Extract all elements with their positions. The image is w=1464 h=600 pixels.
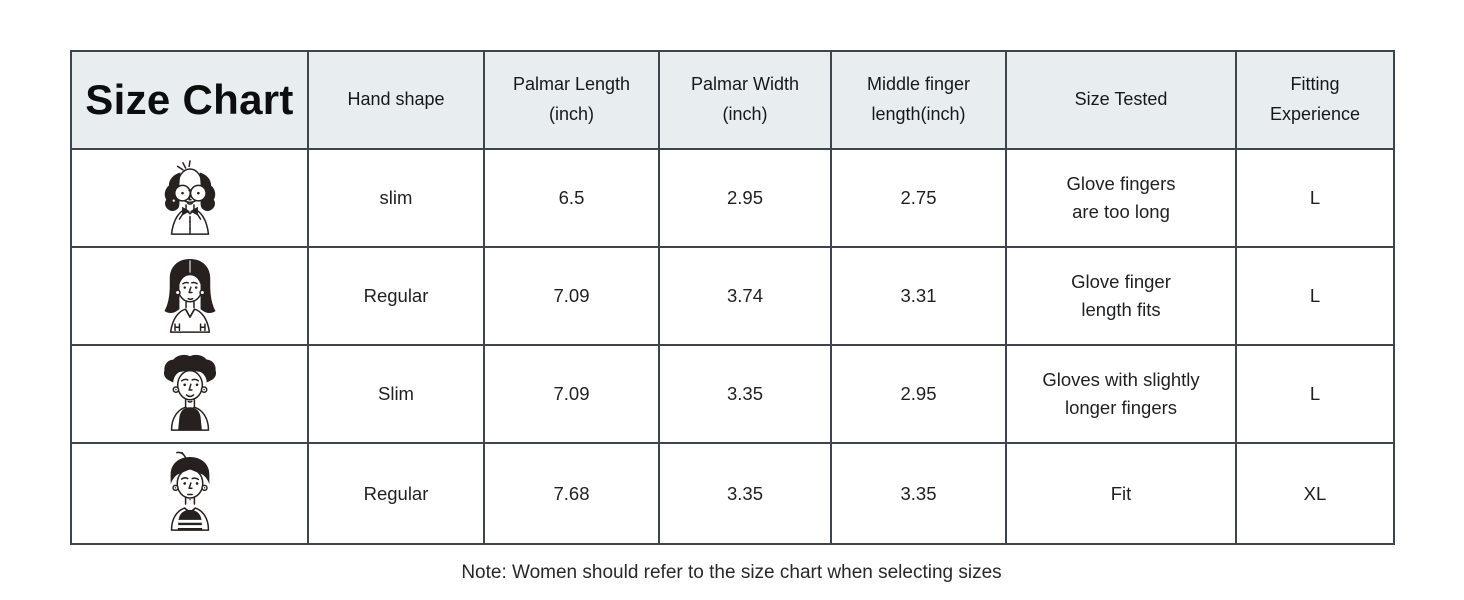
column-header-label: Middle finger length(inch) [866, 74, 971, 124]
cell-value: 7.68 [553, 482, 590, 504]
table-row: Regular 7.09 3.74 3.31 Glove finger leng… [70, 246, 1395, 346]
cell-value: 7.09 [553, 285, 590, 307]
palmar-length-cell: 6.5 [483, 148, 660, 248]
cell-value: 7.09 [553, 383, 590, 405]
middle-finger-length-cell: 3.31 [830, 246, 1007, 346]
table-header: Size Chart Hand shape Palmar Length (inc… [70, 50, 1395, 150]
column-header-size-tested: Size Tested [1005, 50, 1237, 150]
cell-value: Slim [378, 383, 414, 405]
table-header-row: Size Chart Hand shape Palmar Length (inc… [70, 50, 1395, 150]
cell-value: 3.35 [726, 383, 763, 405]
cell-value: slim [379, 187, 413, 209]
middle-finger-length-cell: 2.75 [830, 148, 1007, 248]
cell-value: Glove finger length fits [1071, 271, 1171, 320]
size-tested-cell: Fit [1005, 442, 1237, 545]
cell-value: Glove fingers are too long [1066, 173, 1176, 222]
avatar-cell [70, 246, 309, 346]
palmar-length-cell: 7.09 [483, 344, 660, 444]
column-header-hand-shape: Hand shape [307, 50, 485, 150]
cell-value: 3.31 [900, 285, 937, 307]
palmar-width-cell: 3.35 [658, 344, 832, 444]
cell-value: Gloves with slightly longer fingers [1042, 369, 1200, 418]
man-in-striped-shirt-icon [170, 451, 209, 531]
cell-value: 3.74 [726, 285, 763, 307]
size-tested-cell: Gloves with slightly longer fingers [1005, 344, 1237, 444]
avatar-cell [70, 442, 309, 545]
woman-with-bob-hair-icon [163, 259, 216, 333]
palmar-length-cell: 7.09 [483, 246, 660, 346]
palmar-width-cell: 3.35 [658, 442, 832, 545]
avatar-cell [70, 344, 309, 444]
cell-value: Regular [363, 482, 429, 504]
size-chart-table: Size Chart Hand shape Palmar Length (inc… [70, 50, 1395, 545]
size-chart-title-label: Size Chart [85, 76, 294, 124]
cell-value: 3.35 [900, 482, 937, 504]
size-chart-title: Size Chart [70, 50, 309, 150]
column-header-label: Palmar Length (inch) [512, 74, 631, 124]
size-tested-cell: Glove fingers are too long [1005, 148, 1237, 248]
column-header-palmar-width: Palmar Width (inch) [658, 50, 832, 150]
table-row: Regular 7.68 3.35 3.35 Fit XL [70, 442, 1395, 545]
fitting-experience-cell: L [1235, 246, 1395, 346]
palmar-length-cell: 7.68 [483, 442, 660, 545]
column-header-label: Palmar Width (inch) [690, 74, 800, 124]
cell-value: 3.35 [726, 482, 763, 504]
fitting-experience-cell: L [1235, 344, 1395, 444]
table-row: Slim 7.09 3.35 2.95 Gloves with slightly… [70, 344, 1395, 444]
fitting-experience-cell: XL [1235, 442, 1395, 545]
hand-shape-cell: Regular [307, 442, 485, 545]
cell-value: Fit [1110, 482, 1132, 504]
column-header-fitting-experience: Fitting Experience [1235, 50, 1395, 150]
table-row: slim 6.5 2.95 2.75 Glove fingers are too… [70, 148, 1395, 248]
cell-value: XL [1303, 482, 1327, 504]
cell-value: 2.95 [900, 383, 937, 405]
size-tested-cell: Glove finger length fits [1005, 246, 1237, 346]
note-text: Note: Women should refer to the size cha… [461, 562, 1002, 583]
cell-value: L [1309, 383, 1321, 405]
table-body: slim 6.5 2.95 2.75 Glove fingers are too… [70, 148, 1395, 545]
middle-finger-length-cell: 2.95 [830, 344, 1007, 444]
column-header-label: Fitting Experience [1269, 74, 1361, 124]
column-header-palmar-length: Palmar Length (inch) [483, 50, 660, 150]
cell-value: Regular [363, 285, 429, 307]
column-header-label: Size Tested [1074, 89, 1168, 110]
hand-shape-cell: Slim [307, 344, 485, 444]
hand-shape-cell: Regular [307, 246, 485, 346]
cell-value: L [1309, 285, 1321, 307]
fitting-experience-cell: L [1235, 148, 1395, 248]
cell-value: 2.95 [726, 187, 763, 209]
woman-with-glasses-icon [164, 160, 215, 235]
hand-shape-cell: slim [307, 148, 485, 248]
middle-finger-length-cell: 3.35 [830, 442, 1007, 545]
column-header-label: Hand shape [347, 89, 445, 110]
column-header-middle-finger-length: Middle finger length(inch) [830, 50, 1007, 150]
cell-value: 6.5 [558, 187, 585, 209]
cell-value: 2.75 [900, 187, 937, 209]
cell-value: L [1309, 187, 1321, 209]
man-in-tank-top-icon [163, 354, 216, 431]
palmar-width-cell: 2.95 [658, 148, 832, 248]
avatar-cell [70, 148, 309, 248]
palmar-width-cell: 3.74 [658, 246, 832, 346]
